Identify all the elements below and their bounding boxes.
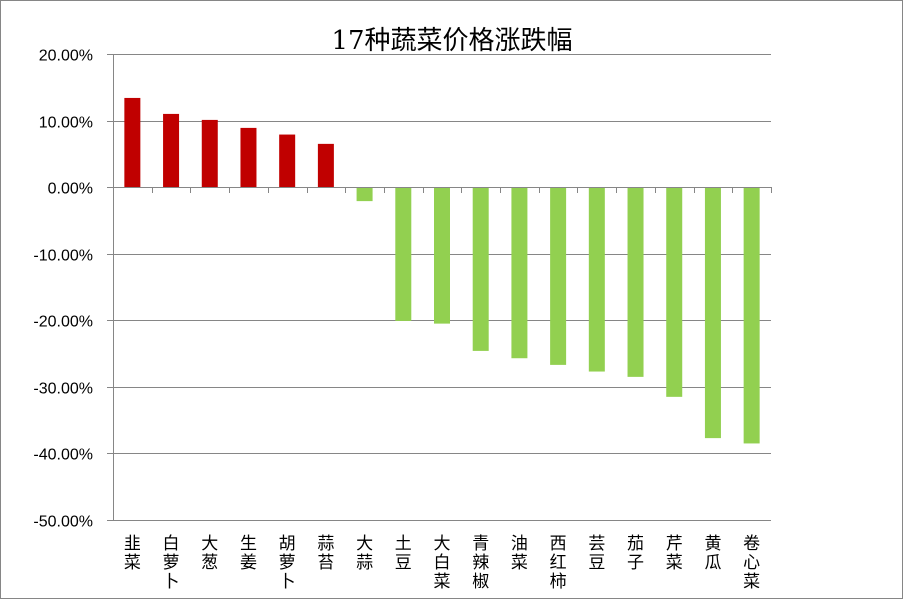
bar (317, 143, 334, 188)
category-label: 韭菜 (124, 534, 141, 573)
bar (240, 127, 257, 188)
chart-title: 17种蔬菜价格涨跌幅 (331, 26, 572, 56)
bar (627, 187, 644, 377)
bar (163, 113, 180, 188)
bar (124, 97, 141, 188)
bar (201, 119, 218, 188)
bar (743, 187, 760, 444)
bar (704, 187, 721, 439)
y-tick-label: 20.00% (39, 48, 93, 65)
bar (588, 187, 605, 372)
y-tick-label: -40.00% (33, 447, 93, 464)
y-tick-label: -50.00% (33, 514, 93, 531)
category-label: 西红柿 (550, 534, 567, 592)
category-label: 芹菜 (666, 534, 683, 573)
bar (511, 187, 528, 359)
bar (550, 187, 567, 365)
category-label: 油菜 (511, 534, 528, 573)
category-label: 茄子 (627, 534, 644, 573)
y-tick-label: 0.00% (48, 181, 93, 198)
bars (124, 97, 760, 444)
category-label: 土豆 (395, 534, 412, 573)
category-label: 大葱 (201, 534, 218, 573)
bar (666, 187, 683, 397)
bar (472, 187, 489, 351)
category-label: 胡萝卜 (279, 534, 296, 592)
category-label: 芸豆 (588, 534, 605, 573)
category-label: 黄瓜 (704, 534, 721, 573)
category-label: 青辣椒 (472, 534, 489, 592)
y-tick-label: -10.00% (33, 248, 93, 265)
bar (395, 187, 412, 321)
bar (434, 187, 450, 324)
y-tick-label: -20.00% (33, 314, 93, 331)
category-label: 大白菜 (434, 534, 451, 592)
bar (356, 187, 373, 202)
bar (279, 134, 296, 188)
category-label: 卷心菜 (743, 534, 760, 592)
y-tick-label: 10.00% (39, 115, 93, 132)
category-label: 大蒜 (356, 534, 373, 573)
y-axis-ticks: 20.00% 10.00% 0.00% -10.00% -20.00% -30.00% -4… (33, 48, 113, 531)
category-label: 白萝卜 (163, 534, 180, 592)
axes (113, 54, 772, 520)
category-label: 生姜 (240, 534, 257, 573)
y-tick-label: -30.00% (33, 381, 93, 398)
category-label: 蒜苔 (317, 534, 334, 573)
